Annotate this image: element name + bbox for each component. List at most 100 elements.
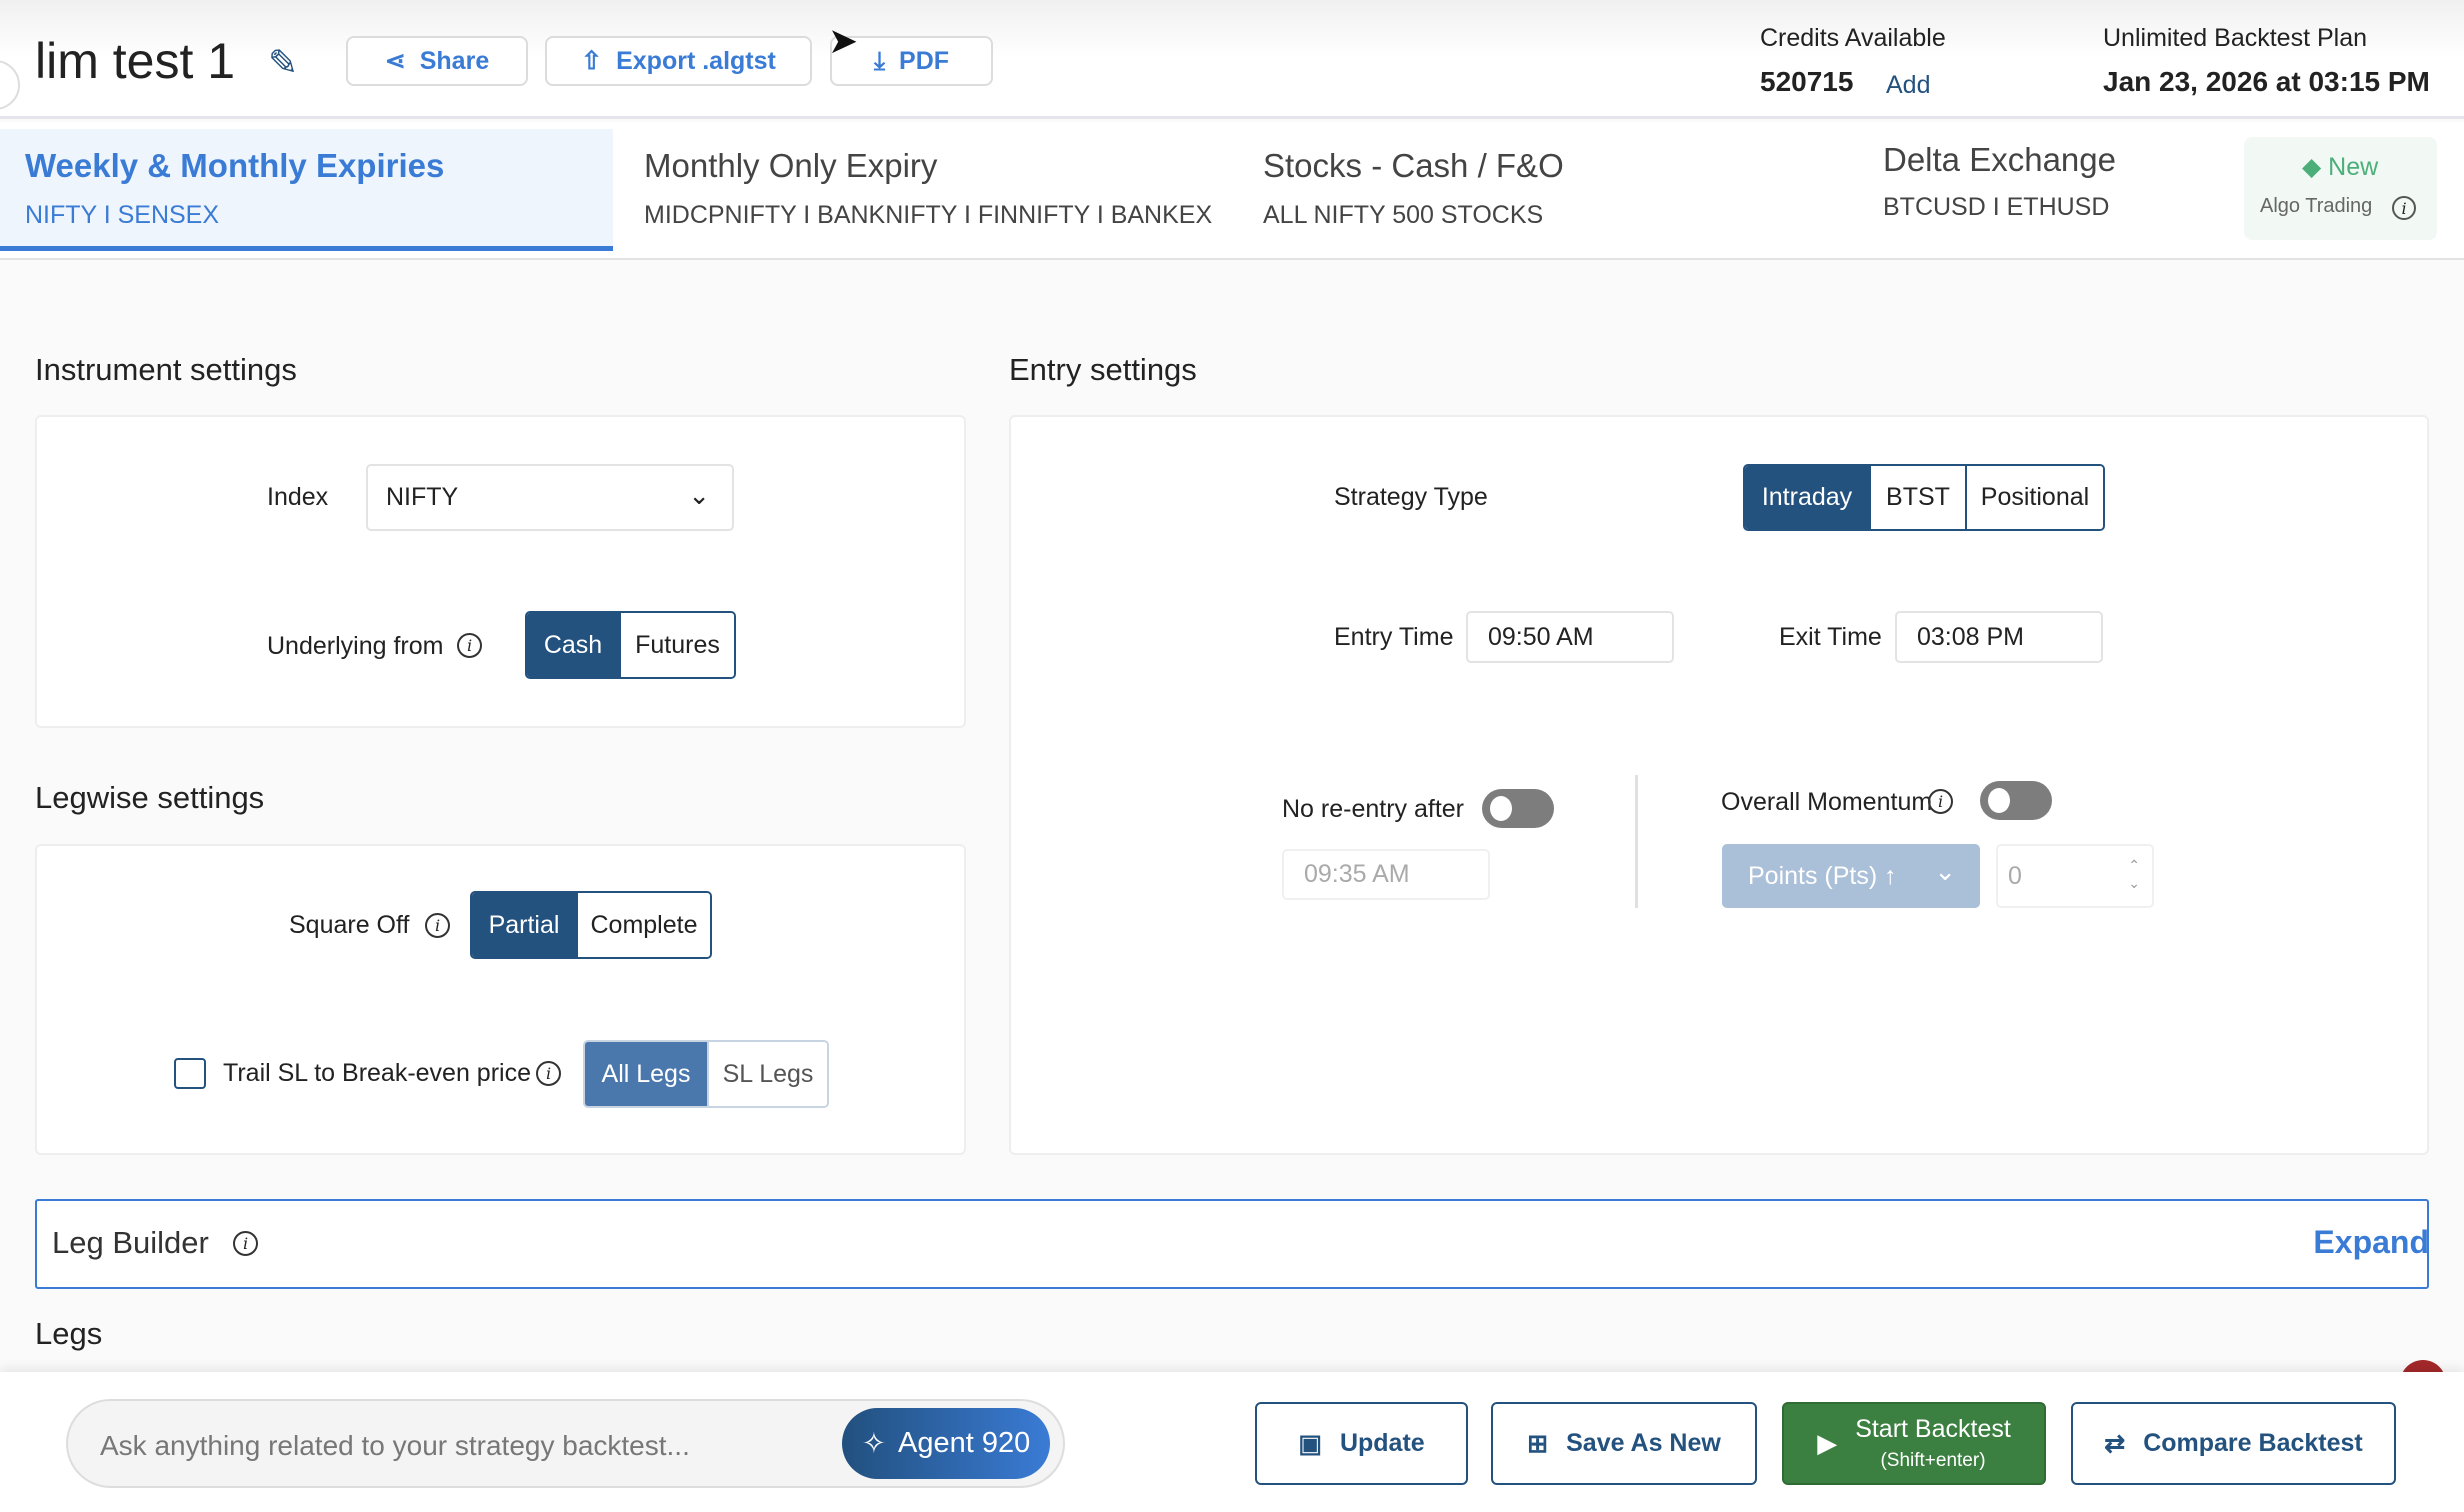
share-label: Share: [419, 46, 490, 75]
export-button[interactable]: ⇧ Export .algtst: [545, 36, 812, 86]
trail-sl-label: Trail SL to Break-even price: [223, 1059, 531, 1087]
option-intraday[interactable]: Intraday: [1745, 466, 1869, 529]
tab-title: Weekly & Monthly Expiries: [25, 147, 445, 184]
info-icon[interactable]: i: [536, 1061, 561, 1086]
no-reentry-label: No re-entry after: [1282, 795, 1465, 823]
trail-sl-checkbox[interactable]: [174, 1058, 206, 1089]
index-select[interactable]: NIFTY ⌄: [366, 464, 734, 531]
tab-sub: MIDCPNIFTY I BANKNIFTY I FINNIFTY I BANK…: [644, 201, 1213, 229]
entry-time-label: Entry Time: [1334, 623, 1454, 651]
stepper-icon[interactable]: ⌃ ⌄: [2128, 857, 2140, 891]
start-label: Start Backtest: [1855, 1415, 2011, 1443]
entry-time-input[interactable]: 09:50 AM: [1466, 611, 1674, 663]
start-backtest-button[interactable]: ▶ Start Backtest (Shift+enter): [1782, 1402, 2046, 1485]
pdf-button[interactable]: ⤓ PDF: [830, 36, 993, 86]
legs-heading: Legs: [35, 1316, 103, 1351]
new-badge: ◆ New: [2302, 152, 2378, 182]
instrument-heading: Instrument settings: [35, 352, 297, 387]
underlying-toggle[interactable]: Cash Futures: [525, 611, 736, 679]
strategy-type-toggle[interactable]: Intraday BTST Positional: [1743, 464, 2105, 531]
entry-card: [1009, 415, 2429, 1155]
start-hint: (Shift+enter): [1880, 1450, 1986, 1471]
pdf-label: PDF: [899, 46, 950, 75]
strategy-title: lim test 1: [35, 33, 236, 89]
edit-icon[interactable]: ✎: [268, 42, 299, 83]
leg-builder-bar: [35, 1199, 2429, 1289]
option-complete[interactable]: Complete: [576, 893, 710, 957]
start-text: Start Backtest (Shift+enter): [1855, 1415, 2011, 1472]
no-reentry-toggle[interactable]: [1482, 789, 1554, 828]
compare-backtest-button[interactable]: ⇄ Compare Backtest: [2071, 1402, 2396, 1485]
option-all-legs[interactable]: All Legs: [585, 1042, 707, 1106]
trail-legs-toggle[interactable]: All Legs SL Legs: [583, 1040, 829, 1108]
square-off-toggle[interactable]: Partial Complete: [470, 891, 712, 959]
option-partial[interactable]: Partial: [472, 893, 576, 957]
new-label: New: [2328, 153, 2379, 181]
momentum-type-value: Points (Pts) ↑: [1748, 861, 1897, 890]
share-icon: ⋖: [384, 47, 406, 75]
overall-momentum-label: Overall Momentum: [1721, 788, 1933, 816]
download-icon: ⤓: [873, 46, 886, 75]
tab-delta-exchange[interactable]: Delta Exchange BTCUSD I ETHUSD: [1883, 129, 2213, 251]
info-icon[interactable]: i: [2392, 196, 2416, 220]
ethereum-icon: ◆: [2302, 153, 2329, 181]
credits-value: 520715: [1760, 66, 1854, 97]
instrument-card: [35, 415, 966, 728]
tab-sub: NIFTY I SENSEX: [25, 201, 220, 229]
strategy-type-label: Strategy Type: [1334, 483, 1488, 511]
option-positional[interactable]: Positional: [1965, 466, 2103, 529]
no-reentry-time-input[interactable]: 09:35 AM: [1282, 849, 1490, 900]
option-btst[interactable]: BTST: [1869, 466, 1965, 529]
update-label: Update: [1339, 1429, 1425, 1457]
option-cash[interactable]: Cash: [527, 613, 619, 677]
sparkle-icon: ✧: [861, 1428, 887, 1460]
plan-expiry: Jan 23, 2026 at 03:15 PM: [2103, 66, 2430, 97]
tab-stocks[interactable]: Stocks - Cash / F&O ALL NIFTY 500 STOCKS: [1263, 129, 1763, 251]
chat-placeholder: Ask anything related to your strategy ba…: [100, 1430, 690, 1461]
expand-button[interactable]: Expand: [2313, 1224, 2429, 1260]
export-label: Export .algtst: [616, 46, 776, 75]
save-icon: ▣: [1298, 1429, 1322, 1458]
tab-monthly-only[interactable]: Monthly Only Expiry MIDCPNIFTY I BANKNIF…: [644, 129, 1212, 251]
algo-label: Algo Trading: [2260, 195, 2373, 217]
divider: [1635, 775, 1638, 908]
info-icon[interactable]: i: [233, 1231, 258, 1256]
momentum-value-input[interactable]: 0 ⌃ ⌄: [1996, 844, 2154, 908]
share-button[interactable]: ⋖ Share: [346, 36, 528, 86]
agent-label: Agent 920: [898, 1427, 1031, 1459]
index-value: NIFTY: [386, 483, 459, 511]
chevron-down-icon: ⌄: [688, 480, 710, 510]
exit-time-label: Exit Time: [1779, 623, 1882, 651]
swap-icon: ⇄: [2104, 1429, 2126, 1458]
underlying-label: Underlying from: [267, 632, 444, 660]
leg-builder-label: Leg Builder: [52, 1225, 209, 1260]
tab-title: Delta Exchange: [1883, 141, 2116, 178]
overall-momentum-toggle[interactable]: [1980, 781, 2052, 820]
credits-label: Credits Available: [1760, 24, 1946, 52]
info-icon[interactable]: i: [425, 913, 450, 938]
add-credits-link[interactable]: Add: [1886, 71, 1931, 99]
save-new-label: Save As New: [1566, 1429, 1721, 1457]
info-icon[interactable]: i: [457, 633, 482, 658]
update-button[interactable]: ▣ Update: [1255, 1402, 1468, 1485]
chevron-down-icon: ⌄: [1934, 856, 1956, 886]
info-icon[interactable]: i: [1928, 789, 1953, 814]
tab-sub: BTCUSD I ETHUSD: [1883, 193, 2110, 221]
index-label: Index: [267, 483, 329, 511]
entry-heading: Entry settings: [1009, 352, 1197, 387]
save-as-new-button[interactable]: ⊞ Save As New: [1491, 1402, 1757, 1485]
exit-time-input[interactable]: 03:08 PM: [1895, 611, 2103, 663]
algo-trading-tab[interactable]: ◆ New Algo Trading i: [2244, 137, 2437, 240]
play-icon: ▶: [1817, 1428, 1838, 1458]
mouse-cursor: ➤: [828, 20, 859, 61]
square-off-label: Square Off: [289, 911, 410, 939]
tab-title: Stocks - Cash / F&O: [1263, 147, 1564, 184]
option-sl-legs[interactable]: SL Legs: [707, 1042, 827, 1106]
tab-weekly-monthly[interactable]: Weekly & Monthly Expiries NIFTY I SENSEX: [0, 129, 613, 251]
agent-button[interactable]: ✧ Agent 920: [842, 1408, 1050, 1479]
option-futures[interactable]: Futures: [619, 613, 734, 677]
compare-label: Compare Backtest: [2143, 1429, 2363, 1457]
momentum-type-select[interactable]: Points (Pts) ↑ ⌄: [1722, 844, 1980, 908]
legwise-heading: Legwise settings: [35, 780, 265, 815]
grid-plus-icon: ⊞: [1527, 1429, 1549, 1458]
